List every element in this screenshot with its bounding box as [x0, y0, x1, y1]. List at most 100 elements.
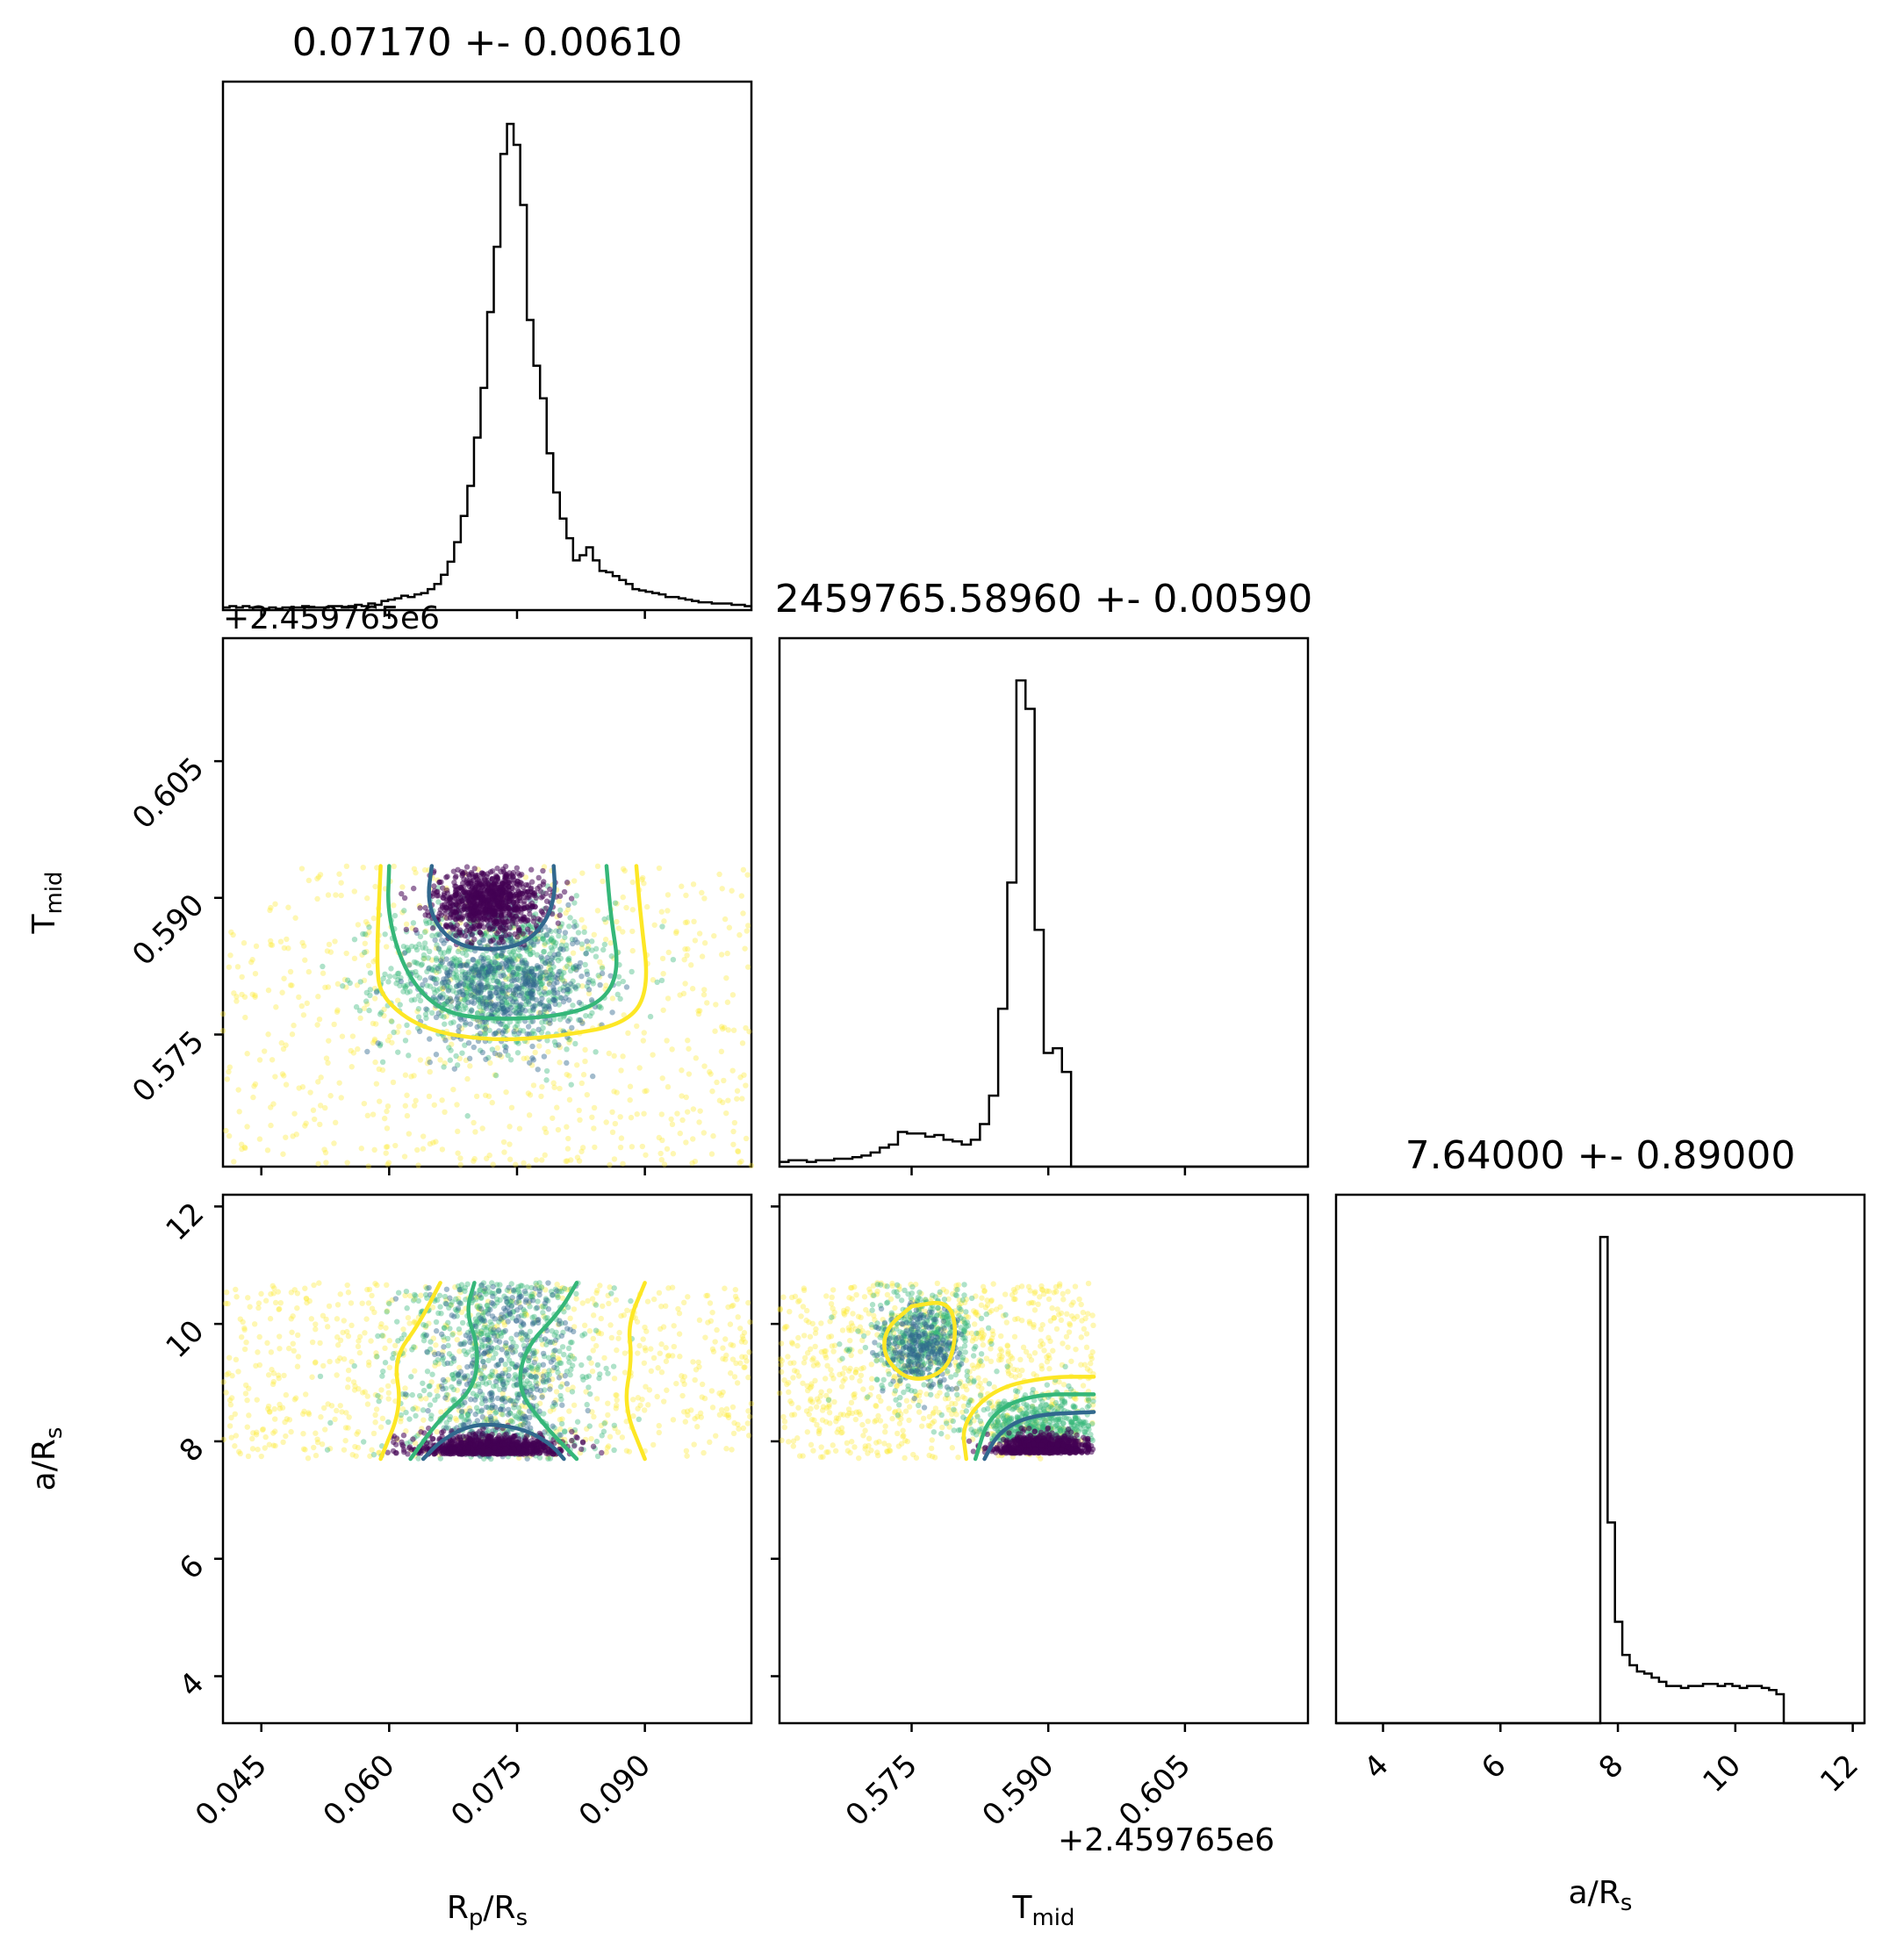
scatter-point — [499, 981, 506, 988]
scatter-point — [508, 1104, 515, 1110]
scatter-point — [299, 939, 305, 946]
scatter-point — [451, 1313, 457, 1319]
scatter-point — [597, 981, 603, 988]
scatter-point — [501, 1149, 507, 1155]
scatter-point — [386, 1033, 393, 1039]
scatter-point — [529, 988, 536, 995]
scatter-point — [490, 1283, 496, 1290]
scatter-point — [351, 888, 358, 895]
scatter-point — [517, 1010, 523, 1016]
scatter-point — [516, 1003, 522, 1010]
scatter-point — [514, 970, 520, 977]
scatter-point — [348, 1322, 355, 1329]
scatter-point — [463, 962, 471, 969]
scatter-point — [548, 967, 554, 974]
scatter-point — [415, 993, 422, 999]
scatter-point — [468, 982, 474, 988]
scatter-point — [433, 955, 440, 961]
scatter-point — [521, 995, 528, 1002]
scatter-point — [545, 938, 551, 945]
scatter-point — [279, 989, 285, 995]
scatter-point — [531, 972, 537, 979]
scatter-point — [477, 989, 484, 995]
scatter-point — [392, 974, 399, 980]
scatter-point — [385, 1160, 392, 1166]
scatter-point — [469, 993, 475, 999]
scatter-point — [377, 1424, 384, 1430]
scatter-point — [516, 1125, 523, 1132]
scatter-point — [445, 997, 452, 1003]
scatter-point — [453, 968, 459, 974]
scatter-point — [517, 1004, 523, 1010]
scatter-point — [298, 866, 305, 872]
scatter-point — [528, 951, 534, 958]
scatter-point — [578, 1018, 586, 1025]
scatter-point — [455, 961, 461, 968]
scatter-point — [433, 945, 440, 952]
scatter-point — [463, 982, 469, 989]
scatter-point — [406, 1131, 413, 1137]
scatter-point — [582, 1058, 588, 1065]
scatter-point — [442, 1000, 449, 1006]
scatter-point — [605, 1412, 611, 1419]
scatter-point — [426, 1284, 432, 1291]
scatter-point — [516, 972, 523, 979]
scatter-point — [536, 989, 542, 995]
scatter-point — [404, 981, 411, 988]
scatter-point — [389, 1039, 395, 1045]
scatter-point — [482, 998, 488, 1005]
scatter-point — [428, 1412, 435, 1419]
scatter-point — [720, 1345, 726, 1351]
scatter-point — [589, 1114, 595, 1120]
scatter-point — [470, 957, 477, 963]
scatter-point — [424, 1348, 430, 1355]
scatter-point — [552, 1042, 559, 1048]
scatter-point — [586, 1327, 593, 1334]
scatter-point — [481, 972, 488, 979]
scatter-point — [413, 959, 420, 966]
scatter-point — [713, 1433, 719, 1439]
scatter-point — [441, 1035, 448, 1041]
scatter-point — [302, 1447, 308, 1453]
scatter-point — [478, 903, 484, 910]
scatter-point — [614, 1397, 620, 1404]
scatter-point — [463, 985, 469, 992]
scatter-point — [539, 969, 545, 975]
scatter-point — [574, 1062, 580, 1068]
scatter-point — [377, 1324, 384, 1330]
scatter-point — [442, 1037, 449, 1044]
scatter-point — [599, 970, 606, 977]
scatter-point — [462, 1022, 469, 1028]
scatter-point — [306, 1297, 313, 1304]
scatter-point — [735, 1147, 741, 1154]
scatter-point — [439, 1146, 446, 1153]
scatter-point — [740, 1425, 747, 1432]
scatter-point — [272, 1416, 278, 1422]
scatter-point — [505, 1406, 512, 1412]
scatter-point — [488, 1008, 494, 1015]
scatter-point — [701, 991, 708, 998]
scatter-point — [458, 1017, 464, 1023]
scatter-point — [267, 907, 273, 914]
scatter-point — [555, 920, 562, 926]
scatter-point — [427, 1059, 433, 1066]
scatter-point — [484, 981, 490, 988]
scatter-point — [326, 1303, 333, 1310]
scatter-point — [734, 1088, 741, 1094]
scatter-point — [446, 947, 452, 953]
scatter-point — [624, 1307, 630, 1314]
scatter-point — [232, 1443, 238, 1449]
scatter-point — [301, 943, 307, 949]
scatter-point — [324, 1447, 331, 1453]
scatter-point — [348, 1300, 355, 1306]
scatter-point — [442, 1001, 448, 1008]
scatter-point — [643, 1383, 649, 1390]
scatter-point — [557, 1383, 564, 1390]
scatter-point — [654, 979, 660, 986]
scatter-point — [463, 961, 470, 968]
scatter-point — [520, 1028, 527, 1034]
scatter-point — [729, 1067, 736, 1074]
scatter-point — [535, 874, 542, 881]
scatter-point — [318, 1414, 324, 1420]
scatter-point — [590, 1073, 596, 1080]
